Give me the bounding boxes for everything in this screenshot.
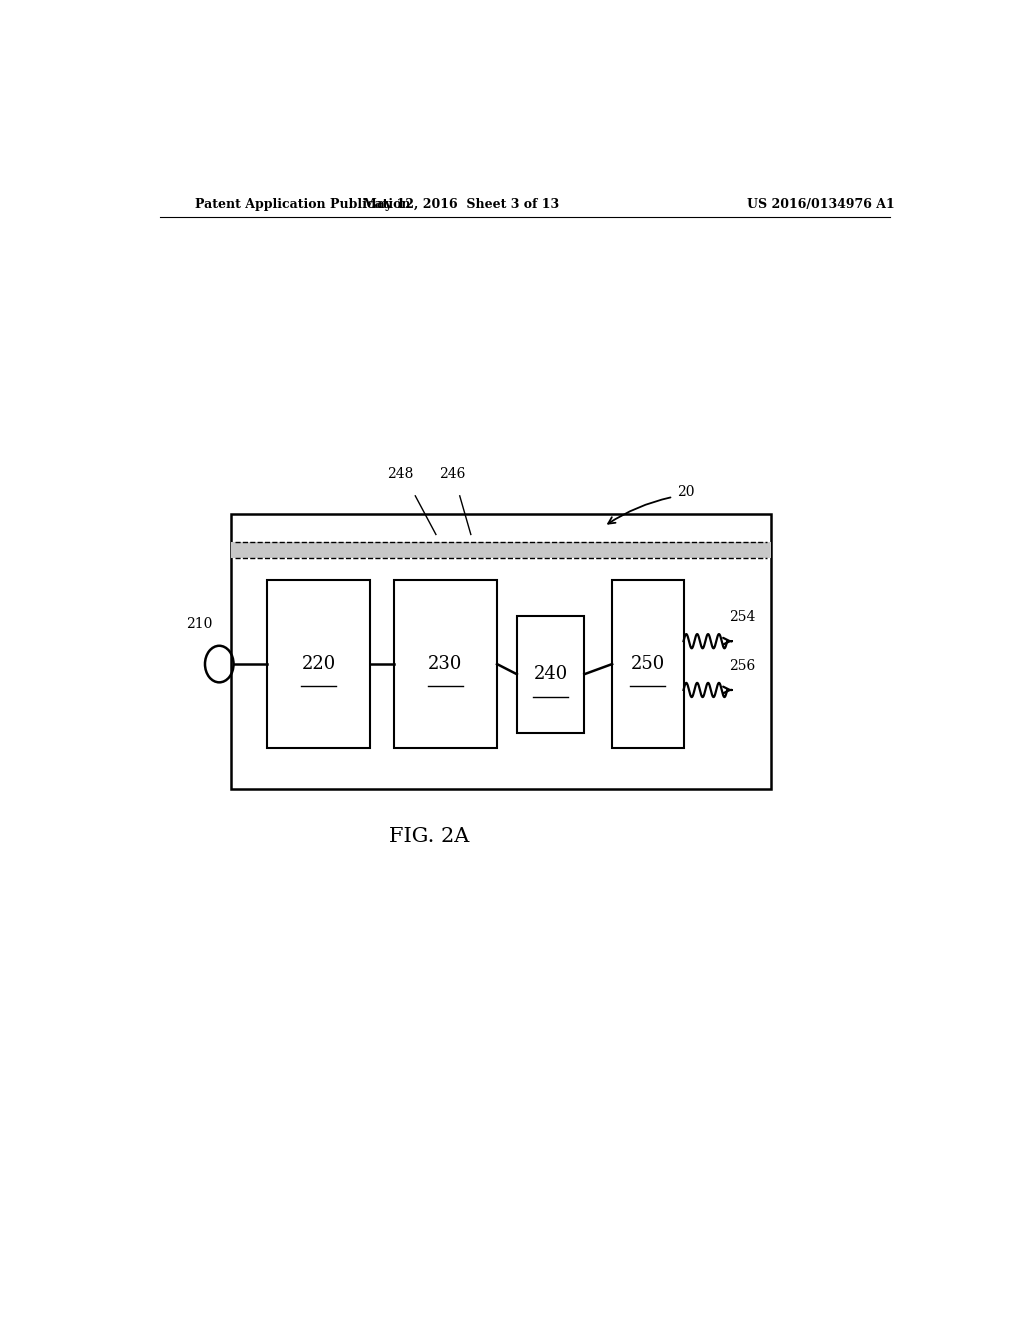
- Bar: [231, 513, 771, 788]
- Text: US 2016/0134976 A1: US 2016/0134976 A1: [748, 198, 895, 211]
- Text: 254: 254: [729, 610, 756, 624]
- Text: 210: 210: [186, 616, 213, 631]
- Text: 246: 246: [438, 466, 465, 480]
- Text: 248: 248: [387, 466, 414, 480]
- Bar: [231, 541, 771, 558]
- Text: FIG. 2A: FIG. 2A: [389, 826, 470, 846]
- Bar: [394, 581, 497, 748]
- Bar: [267, 581, 370, 748]
- Bar: [517, 615, 585, 733]
- Text: 230: 230: [428, 655, 463, 673]
- Text: 250: 250: [631, 655, 665, 673]
- Bar: [612, 581, 684, 748]
- Text: 20: 20: [677, 484, 694, 499]
- Text: Patent Application Publication: Patent Application Publication: [196, 198, 411, 211]
- Text: 256: 256: [729, 659, 756, 673]
- Text: May 12, 2016  Sheet 3 of 13: May 12, 2016 Sheet 3 of 13: [364, 198, 559, 211]
- Text: 240: 240: [534, 665, 567, 684]
- Text: 220: 220: [301, 655, 336, 673]
